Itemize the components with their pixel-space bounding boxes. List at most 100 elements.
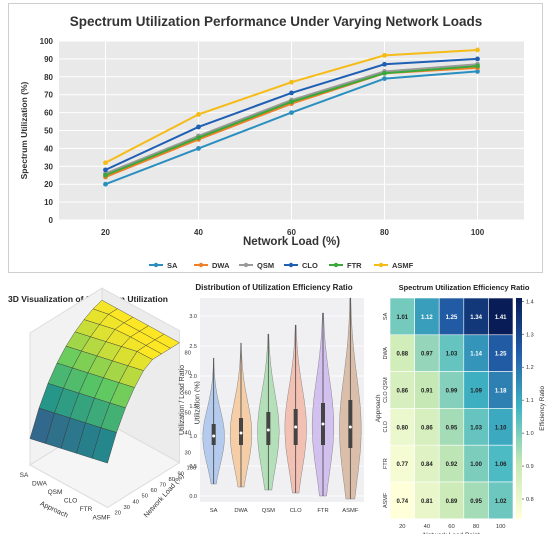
z-tick-label: 70 bbox=[185, 371, 191, 377]
heatmap-cell bbox=[438, 481, 465, 520]
load-tick-label: 90 bbox=[178, 471, 184, 477]
data-point-sa bbox=[382, 76, 387, 81]
z-tick-label: 60 bbox=[185, 391, 191, 397]
x-tick-label: DWA bbox=[234, 508, 247, 514]
colorbar-tick-label: 1.2 bbox=[526, 365, 534, 371]
legend-label: SA bbox=[167, 261, 178, 270]
heatmap-cell bbox=[463, 481, 489, 520]
heatmap-cell bbox=[488, 481, 514, 520]
heatmap-cell bbox=[488, 297, 514, 336]
z-tick-label: 80 bbox=[185, 351, 191, 357]
violin-median bbox=[321, 422, 325, 426]
load-tick-label: 20 bbox=[115, 511, 121, 517]
legend-label: CLO bbox=[302, 261, 318, 270]
x-tick-label: QSM bbox=[262, 508, 275, 514]
y-tick-label: 0.0 bbox=[189, 494, 197, 500]
y-tick-label: 50 bbox=[44, 127, 53, 136]
cell-value-label: 0.95 bbox=[470, 499, 482, 505]
cell-value-label: 1.02 bbox=[495, 499, 507, 505]
colorbar bbox=[516, 298, 522, 519]
heatmap-cell bbox=[488, 371, 514, 409]
colorbar-tick-label: 0.8 bbox=[526, 497, 534, 503]
load-tick-label: 30 bbox=[124, 505, 130, 511]
load-tick-label: 50 bbox=[142, 494, 148, 500]
surface-patch bbox=[91, 427, 117, 464]
violin-median bbox=[239, 431, 243, 435]
y-tick-label: 60 bbox=[44, 109, 53, 118]
approach-tick-label: FTR bbox=[80, 506, 93, 513]
legend-label: DWA bbox=[212, 261, 230, 270]
colorbar-tick-label: 0.9 bbox=[526, 464, 534, 470]
approach-tick-label: SA bbox=[20, 472, 29, 479]
cell-value-label: 0.88 bbox=[396, 352, 408, 358]
heatmap-cell bbox=[463, 408, 489, 446]
cell-value-label: 0.95 bbox=[446, 425, 458, 431]
legend-label: ASMF bbox=[392, 261, 414, 270]
y-tick-label: 2.5 bbox=[189, 344, 197, 350]
legend-label: QSM bbox=[257, 261, 274, 270]
violin-chart: Distribution of Utilization Efficiency R… bbox=[179, 283, 364, 514]
cell-value-label: 1.03 bbox=[446, 352, 458, 358]
violin-iqr-box bbox=[211, 424, 216, 445]
cell-value-label: 0.92 bbox=[446, 462, 458, 468]
row-tick-label: FTR bbox=[383, 458, 389, 469]
z-tick-label: 40 bbox=[185, 431, 191, 437]
cell-value-label: 0.74 bbox=[396, 499, 408, 505]
heatmap-cell bbox=[438, 371, 465, 409]
heatmap-cell bbox=[488, 334, 514, 372]
row-tick-label: CLO bbox=[383, 420, 389, 432]
data-point-clo bbox=[103, 167, 108, 173]
legend-marker bbox=[153, 262, 159, 268]
x-tick-label: SA bbox=[210, 508, 218, 514]
column-tick-label: 40 bbox=[424, 524, 430, 530]
data-point-ftr bbox=[475, 63, 480, 69]
cell-value-label: 1.14 bbox=[470, 352, 482, 358]
chart-title: Distribution of Utilization Efficiency R… bbox=[195, 283, 352, 292]
line-chart-panel: Spectrum Utilization Performance Under V… bbox=[8, 3, 543, 273]
cell-value-label: 1.00 bbox=[470, 462, 482, 468]
legend-marker bbox=[198, 262, 204, 268]
cell-value-label: 1.09 bbox=[470, 389, 482, 395]
y-tick-label: 90 bbox=[44, 55, 53, 64]
cell-value-label: 1.34 bbox=[470, 315, 482, 321]
legend-marker bbox=[333, 262, 339, 268]
violin-iqr-box bbox=[348, 400, 353, 448]
colorbar-tick-label: 1.0 bbox=[526, 431, 534, 437]
cell-value-label: 1.01 bbox=[396, 315, 408, 321]
row-tick-label: SA bbox=[383, 312, 389, 320]
colorbar-tick-label: 1.3 bbox=[526, 332, 534, 338]
surface-chart-panel: 3D Visualization of Spectrum Utilization… bbox=[0, 285, 202, 534]
cell-value-label: 1.18 bbox=[495, 389, 507, 395]
violin-iqr-box bbox=[266, 412, 271, 445]
violin-median bbox=[294, 425, 298, 429]
data-point-asmf bbox=[289, 79, 294, 85]
y-axis-label: Utilization / Load Ratio bbox=[179, 365, 186, 435]
data-point-asmf bbox=[475, 47, 480, 53]
heatmap-cell bbox=[414, 371, 440, 409]
x-tick-label: 40 bbox=[194, 228, 203, 237]
y-tick-label: 30 bbox=[44, 162, 53, 171]
cell-value-label: 1.25 bbox=[446, 315, 458, 321]
chart-title: Spectrum Utilization Efficiency Ratio bbox=[399, 283, 530, 292]
data-point-sa bbox=[103, 181, 108, 187]
data-point-sa bbox=[196, 146, 201, 151]
legend-marker bbox=[378, 262, 384, 268]
y-tick-label: 2.0 bbox=[189, 374, 197, 380]
heatmap-cell bbox=[438, 408, 465, 446]
data-point-sa bbox=[475, 69, 480, 74]
y-tick-label: 3.0 bbox=[189, 314, 197, 320]
heatmap-cell bbox=[488, 408, 514, 446]
cell-value-label: 1.12 bbox=[421, 315, 433, 321]
y-axis-label: Approach bbox=[375, 394, 382, 422]
y-tick-label: 20 bbox=[44, 180, 53, 189]
heatmap-cell bbox=[414, 408, 440, 446]
data-point-ftr bbox=[103, 172, 108, 178]
heatmap-cell bbox=[414, 334, 440, 372]
surface-chart: 3D Visualization of Spectrum Utilization… bbox=[8, 287, 202, 522]
load-tick-label: 60 bbox=[151, 488, 157, 494]
heatmap-chart: Spectrum Utilization Efficiency Ratio 1.0… bbox=[375, 283, 546, 534]
heatmap-cell bbox=[463, 444, 489, 483]
cell-value-label: 0.86 bbox=[421, 425, 433, 431]
cell-value-label: 0.97 bbox=[421, 352, 433, 358]
column-tick-label: 80 bbox=[473, 524, 479, 530]
